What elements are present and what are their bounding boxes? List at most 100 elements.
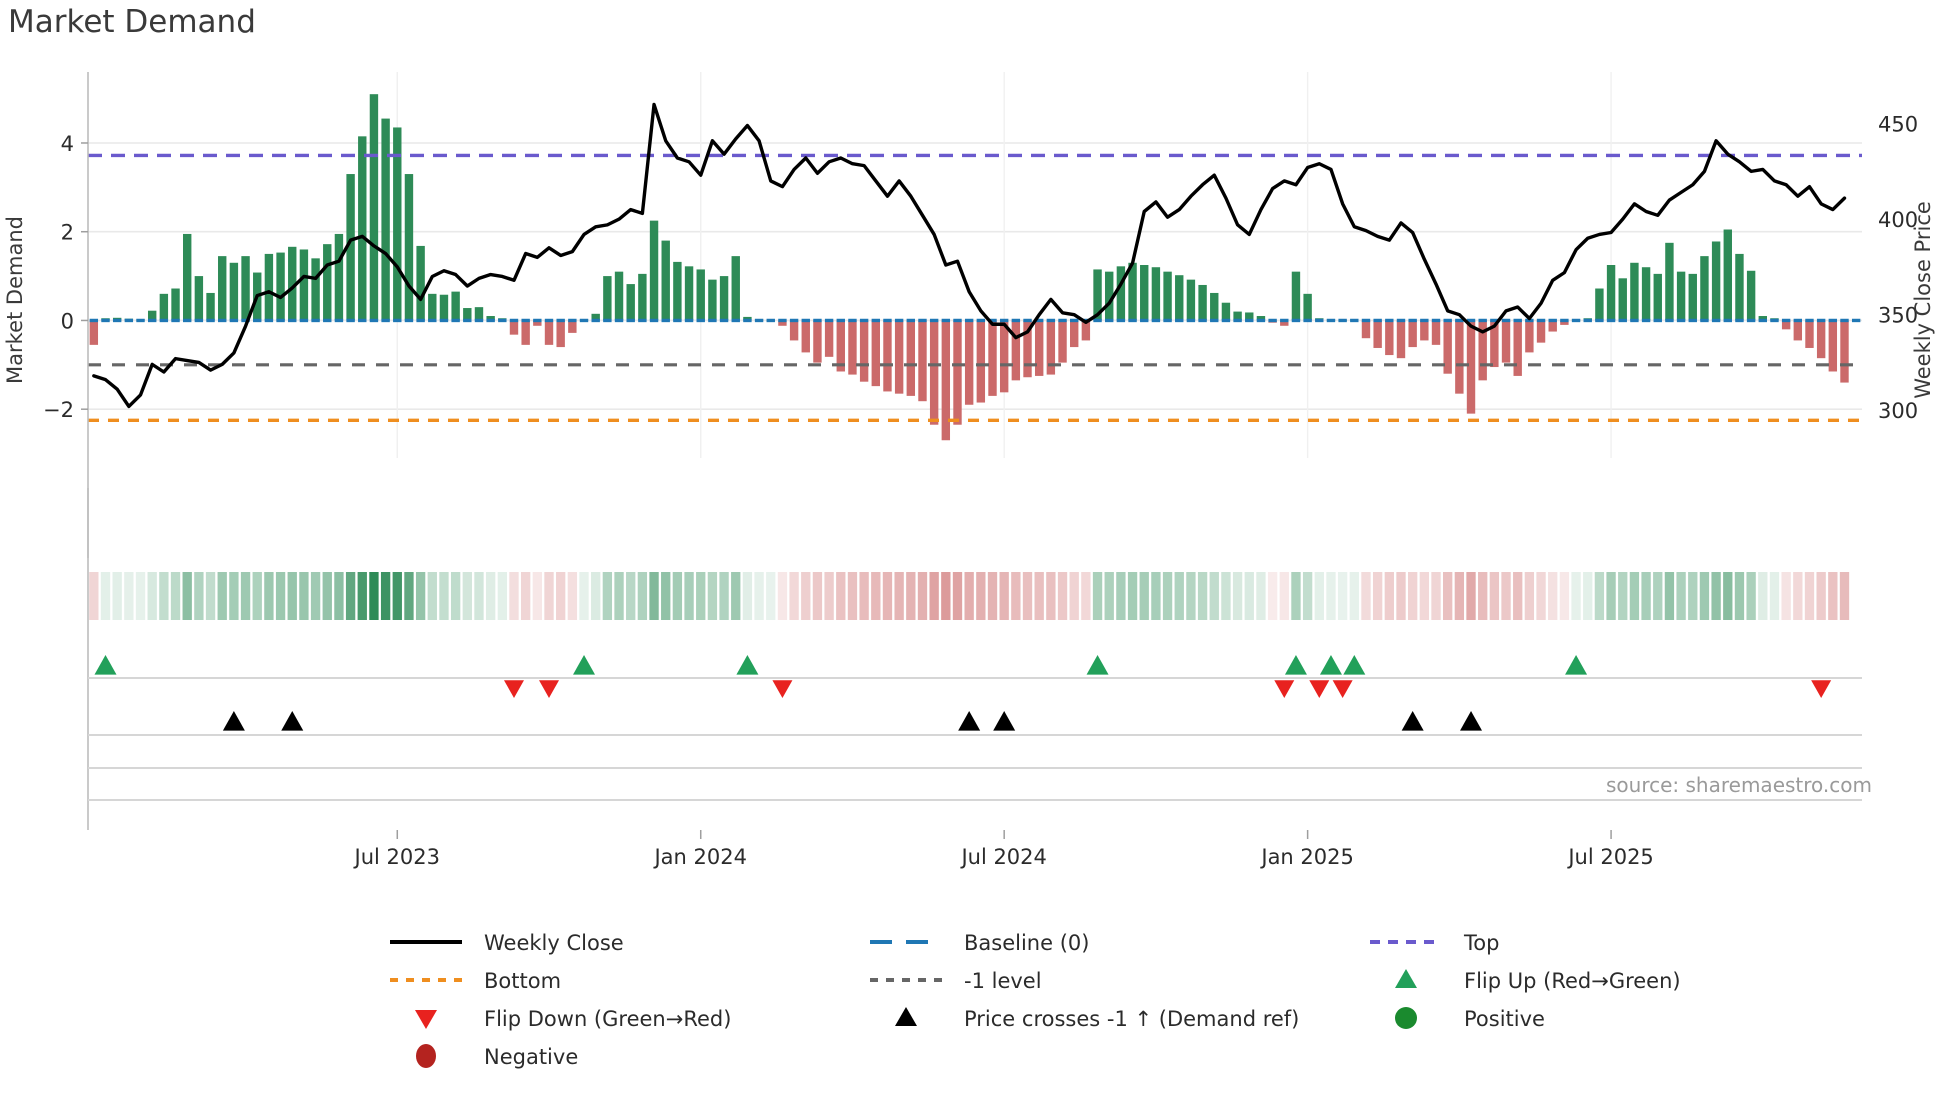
demand-bar xyxy=(218,256,227,321)
heatmap-cell xyxy=(1151,572,1161,620)
heatmap-cell xyxy=(357,572,367,620)
weekly-close-line xyxy=(92,102,1847,409)
legend-triangle-up-green-icon xyxy=(1395,969,1417,988)
flip-down-marker xyxy=(503,680,524,698)
demand-bar xyxy=(848,320,857,375)
heatmap-cell xyxy=(847,572,858,620)
heatmap-cell xyxy=(1384,572,1394,620)
demand-bar xyxy=(626,284,635,321)
legend-item-label: -1 level xyxy=(964,969,1042,993)
heatmap-cell xyxy=(1116,572,1126,620)
heatmap-cell xyxy=(777,572,788,620)
heatmap-cell xyxy=(1291,572,1301,620)
heatmap-cell xyxy=(812,572,823,620)
heatmap-cell xyxy=(1513,572,1523,620)
heatmap-cell xyxy=(427,572,437,620)
demand-bar xyxy=(1245,312,1254,321)
demand-bar xyxy=(1501,320,1511,363)
heatmap-cell xyxy=(1337,572,1348,620)
heatmap-cell xyxy=(1828,572,1838,620)
demand-bar xyxy=(194,276,204,321)
heatmap-cell xyxy=(1606,572,1616,620)
demand-bar xyxy=(591,313,600,321)
heatmap-cell xyxy=(999,572,1009,620)
demand-bar xyxy=(906,320,916,396)
demand-bar xyxy=(778,320,787,326)
heatmap-cell xyxy=(1022,572,1033,620)
heatmap-cell xyxy=(462,572,472,620)
heatmap-cell xyxy=(1571,572,1581,620)
heatmap-cell xyxy=(602,572,613,620)
heatmap-cell xyxy=(684,572,694,620)
heatmap-cell xyxy=(439,572,449,620)
demand-bar xyxy=(206,292,215,321)
heatmap-cell xyxy=(1664,572,1675,620)
flip-up-marker xyxy=(573,655,596,675)
heatmap-cell xyxy=(567,572,578,620)
heatmap-cell xyxy=(1407,572,1418,620)
demand-bar xyxy=(661,240,670,321)
legend-circle-darkred-icon xyxy=(416,1044,436,1068)
demand-bar xyxy=(334,233,344,321)
demand-bar xyxy=(1256,316,1266,321)
heatmap-cell xyxy=(275,572,286,620)
demand-bar xyxy=(381,118,390,321)
demand-bar xyxy=(1291,271,1301,321)
heatmap-cell xyxy=(474,572,484,620)
demand-bar xyxy=(1105,271,1114,321)
x-tick-label: Jul 2024 xyxy=(959,845,1046,869)
heatmap-cell xyxy=(310,572,321,620)
heatmap-cell xyxy=(1349,572,1359,620)
demand-bar xyxy=(1151,267,1161,321)
heatmap-cell xyxy=(1559,572,1570,620)
heatmap-cell xyxy=(1583,572,1593,620)
demand-bar xyxy=(358,136,367,321)
demand-bar xyxy=(1606,265,1616,321)
demand-bar xyxy=(1758,316,1767,321)
heatmap-cell xyxy=(672,572,683,620)
heatmap-cell xyxy=(801,572,811,620)
heatmap-cell xyxy=(1069,572,1079,620)
heatmap-cell xyxy=(509,572,519,620)
demand-bar xyxy=(871,320,880,387)
demand-bar xyxy=(183,233,192,321)
heatmap-cell xyxy=(859,572,869,620)
demand-bars xyxy=(89,94,1849,441)
heatmap-cell xyxy=(1839,572,1850,620)
flip-up-marker xyxy=(1086,655,1109,675)
demand-bar xyxy=(1140,265,1149,321)
heatmap-cell xyxy=(159,572,169,620)
heatmap-cell xyxy=(591,572,601,620)
flip-down-marker xyxy=(1309,680,1330,698)
demand-bar xyxy=(463,308,472,321)
flip-up-marker xyxy=(1284,655,1307,675)
heatmap-cell xyxy=(544,572,554,620)
demand-bar xyxy=(1280,320,1289,326)
heatmap-cell xyxy=(229,572,239,620)
demand-bar xyxy=(404,174,414,321)
left-tick-label: 4 xyxy=(61,132,74,156)
demand-bar xyxy=(1163,271,1172,321)
heatmap-cell xyxy=(1034,572,1044,620)
demand-bar xyxy=(801,320,810,353)
heatmap-cell xyxy=(719,572,729,620)
demand-bar xyxy=(1233,311,1242,321)
demand-bar xyxy=(918,320,927,402)
demand-bar xyxy=(1630,262,1639,321)
demand-bar xyxy=(731,256,740,321)
demand-bar xyxy=(1116,266,1126,321)
heatmap-cell xyxy=(100,572,111,620)
heatmap-cell xyxy=(345,572,356,620)
demand-bar xyxy=(264,253,274,321)
demand-bar xyxy=(603,276,612,321)
demand-bar xyxy=(1653,273,1662,321)
demand-bar xyxy=(638,273,647,321)
demand-bar xyxy=(1198,284,1207,321)
heatmap-cell xyxy=(1431,572,1441,620)
heatmap-cell xyxy=(1548,572,1558,620)
demand-bar xyxy=(1070,320,1079,348)
demand-bar xyxy=(824,320,834,357)
legend-item-label: Baseline (0) xyxy=(964,931,1089,955)
heatmap-cell xyxy=(1676,572,1686,620)
demand-bar xyxy=(1034,320,1044,376)
